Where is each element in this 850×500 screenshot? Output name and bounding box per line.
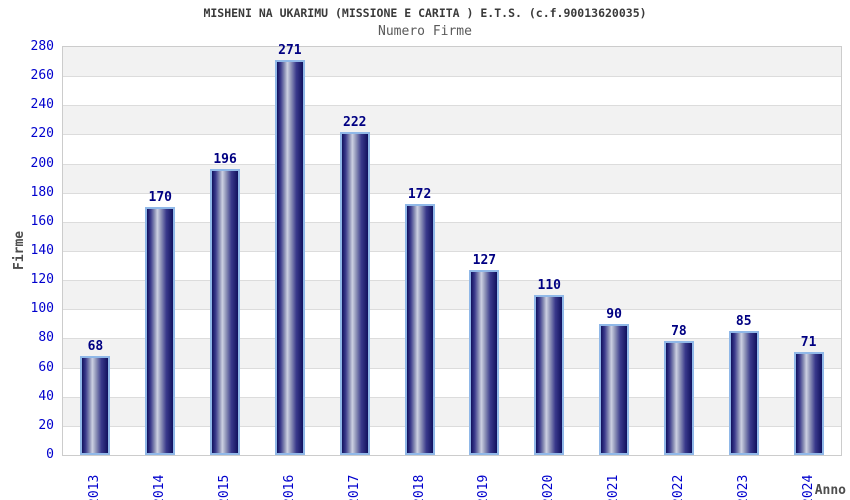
grid-band [63, 396, 841, 426]
bar-2014 [145, 207, 176, 455]
grid-band [63, 134, 841, 164]
bar-2022 [663, 341, 694, 455]
y-tick-label: 220 [30, 126, 54, 142]
x-tick-label: 2022 [670, 474, 686, 500]
bar-2024 [793, 351, 824, 455]
bar-value-label: 68 [87, 338, 104, 354]
bar-value-label: 222 [343, 114, 367, 130]
grid-band [63, 105, 841, 135]
grid-band [63, 425, 841, 455]
grid-line [63, 105, 841, 107]
bar-2013 [80, 355, 111, 455]
bar-value-label: 127 [472, 252, 497, 268]
y-tick-label: 60 [38, 359, 54, 375]
grid-band [63, 47, 841, 77]
x-tick-label: 2015 [217, 474, 233, 500]
bar-value-label: 71 [800, 334, 817, 350]
x-tick-label: 2016 [281, 474, 297, 500]
grid-band [63, 338, 841, 368]
y-tick-label: 240 [30, 97, 54, 113]
grid-line [63, 425, 841, 427]
y-tick-label: 160 [30, 213, 54, 229]
y-tick-label: 120 [30, 272, 54, 288]
bar-2017 [339, 131, 370, 455]
y-tick-label: 100 [30, 301, 54, 317]
x-tick-label: 2014 [152, 474, 168, 500]
bar-value-label: 172 [407, 187, 432, 203]
bar-2020 [534, 294, 565, 455]
y-tick-label: 180 [30, 184, 54, 200]
bar-value-label: 110 [537, 277, 561, 293]
grid-line [63, 221, 841, 223]
grid-band [63, 163, 841, 193]
y-tick-label: 80 [38, 330, 54, 346]
grid-line [63, 163, 841, 165]
bar-2023 [728, 331, 759, 455]
grid-band [63, 280, 841, 310]
grid-line [63, 280, 841, 282]
grid-band [63, 251, 841, 281]
grid-band [63, 367, 841, 397]
grid-band [63, 309, 841, 339]
grid-line [63, 367, 841, 369]
y-tick-label: 260 [30, 68, 54, 84]
x-tick-label: 2021 [606, 474, 622, 500]
bar-2019 [469, 269, 500, 455]
bar-value-label: 271 [278, 43, 302, 59]
bar-2015 [210, 169, 241, 455]
x-tick-label: 2017 [346, 474, 362, 500]
x-axis-title: Anno [814, 483, 846, 498]
bar-2021 [599, 323, 630, 455]
y-tick-label: 40 [38, 388, 54, 404]
grid-band [63, 76, 841, 106]
y-tick-label: 0 [46, 447, 54, 462]
x-tick-label: 2013 [87, 474, 103, 500]
grid-line [63, 192, 841, 194]
chart-subtitle: Numero Firme [378, 24, 472, 39]
y-tick-label: 200 [30, 155, 54, 171]
grid-line [63, 76, 841, 78]
grid-band [63, 192, 841, 222]
bar-value-label: 196 [213, 152, 237, 168]
x-tick-label: 2023 [735, 474, 751, 500]
bar-value-label: 170 [148, 190, 172, 206]
y-tick-label: 20 [38, 417, 54, 433]
bar-value-label: 85 [735, 314, 752, 330]
plot-area: 68 170 196 271 222 172 127 110 90 78 85 71 [62, 43, 842, 456]
bar-2018 [404, 204, 435, 455]
x-tick-label: 2020 [541, 474, 557, 500]
grid-line [63, 134, 841, 136]
grid-band [63, 221, 841, 251]
grid-line [63, 338, 841, 340]
grid-line [63, 396, 841, 398]
y-tick-label: 280 [30, 39, 54, 54]
bar-value-label: 90 [606, 306, 622, 322]
x-tick-label: 2018 [411, 474, 427, 500]
grid-line [63, 251, 841, 252]
y-tick-label: 140 [30, 243, 54, 258]
grid-line [63, 309, 841, 311]
x-tick-label: 2019 [476, 474, 492, 500]
bar-value-label: 78 [671, 324, 687, 340]
bar-2016 [274, 60, 305, 455]
chart-title: MISHENI NA UKARIMU (MISSIONE E CARITA ) … [203, 6, 647, 20]
